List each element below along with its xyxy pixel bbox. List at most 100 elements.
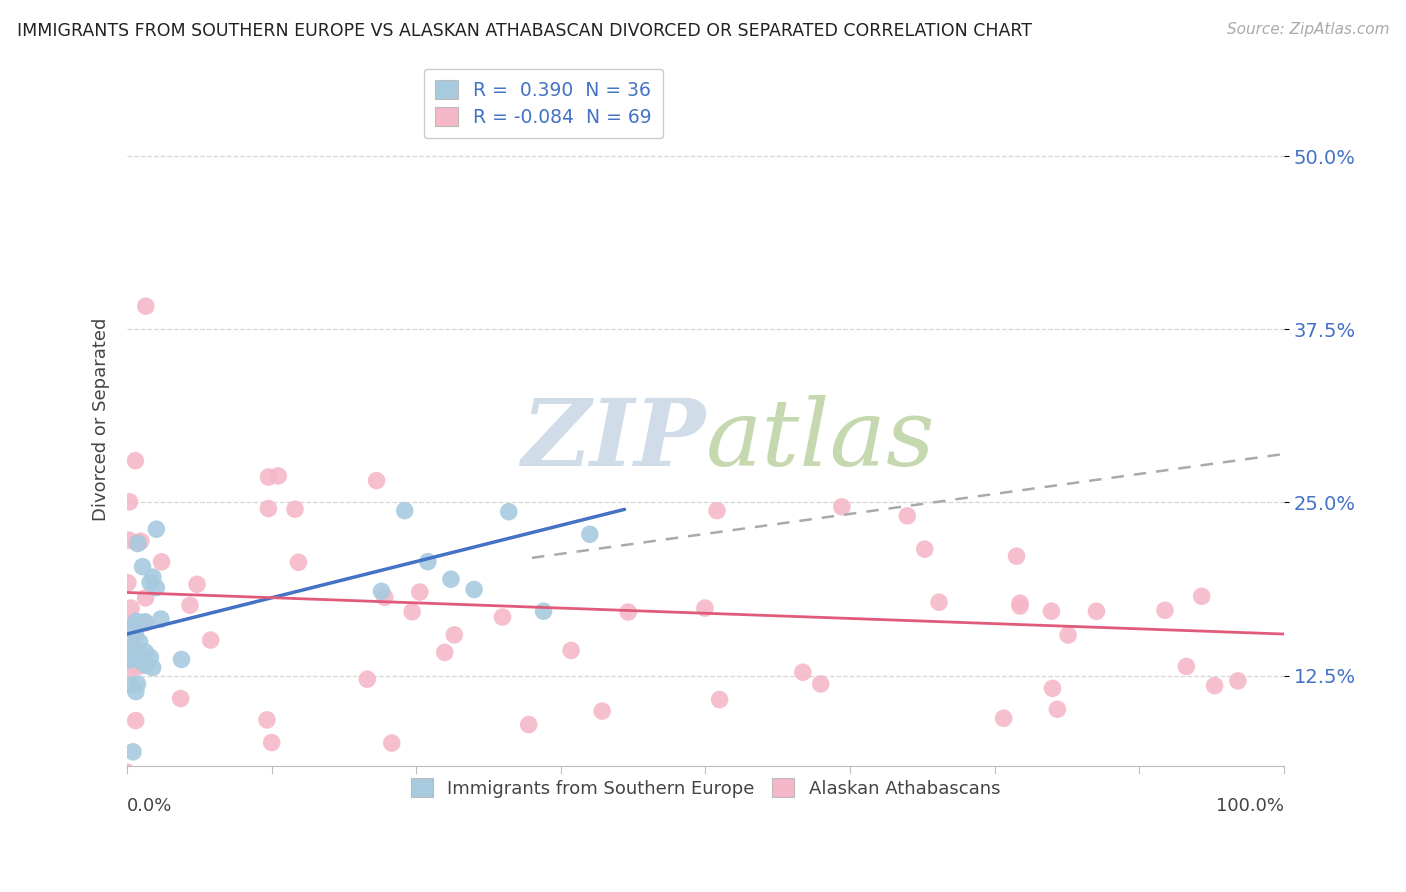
- Point: [706, 503, 728, 517]
- Point: [117, 575, 139, 590]
- Point: [117, 663, 139, 677]
- Point: [145, 522, 167, 536]
- Point: [560, 643, 582, 657]
- Point: [120, 650, 142, 665]
- Point: [131, 559, 153, 574]
- Point: [1040, 604, 1063, 618]
- Point: [831, 500, 853, 514]
- Text: Source: ZipAtlas.com: Source: ZipAtlas.com: [1226, 22, 1389, 37]
- Point: [125, 684, 148, 698]
- Point: [617, 605, 640, 619]
- Point: [139, 650, 162, 665]
- Point: [125, 651, 148, 665]
- Point: [709, 692, 731, 706]
- Point: [128, 635, 150, 649]
- Point: [533, 604, 555, 618]
- Point: [509, 786, 531, 800]
- Point: [120, 601, 142, 615]
- Point: [366, 474, 388, 488]
- Point: [1057, 628, 1080, 642]
- Text: atlas: atlas: [706, 395, 935, 485]
- Point: [121, 616, 143, 631]
- Point: [135, 591, 157, 605]
- Point: [139, 575, 162, 590]
- Point: [118, 495, 141, 509]
- Point: [1085, 604, 1108, 618]
- Point: [179, 598, 201, 612]
- Point: [170, 652, 193, 666]
- Y-axis label: Divorced or Separated: Divorced or Separated: [93, 318, 110, 521]
- Point: [118, 653, 141, 667]
- Point: [284, 502, 307, 516]
- Point: [134, 615, 156, 629]
- Point: [896, 508, 918, 523]
- Point: [135, 658, 157, 673]
- Point: [135, 299, 157, 313]
- Point: [914, 542, 936, 557]
- Point: [127, 659, 149, 673]
- Point: [142, 660, 165, 674]
- Point: [1271, 786, 1294, 800]
- Point: [124, 618, 146, 632]
- Point: [256, 713, 278, 727]
- Point: [127, 677, 149, 691]
- Point: [287, 555, 309, 569]
- Point: [693, 601, 716, 615]
- Point: [491, 610, 513, 624]
- Point: [1191, 589, 1213, 603]
- Point: [381, 736, 404, 750]
- Point: [186, 577, 208, 591]
- Point: [374, 591, 396, 605]
- Point: [517, 717, 540, 731]
- Text: 100.0%: 100.0%: [1216, 797, 1284, 814]
- Point: [498, 505, 520, 519]
- Legend: Immigrants from Southern Europe, Alaskan Athabascans: Immigrants from Southern Europe, Alaskan…: [401, 767, 1011, 808]
- Point: [1042, 681, 1064, 696]
- Point: [125, 614, 148, 628]
- Point: [131, 655, 153, 669]
- Point: [993, 711, 1015, 725]
- Point: [433, 645, 456, 659]
- Point: [120, 640, 142, 654]
- Point: [200, 633, 222, 648]
- Point: [1046, 702, 1069, 716]
- Point: [1008, 599, 1031, 613]
- Point: [124, 626, 146, 640]
- Text: IMMIGRANTS FROM SOUTHERN EUROPE VS ALASKAN ATHABASCAN DIVORCED OR SEPARATED CORR: IMMIGRANTS FROM SOUTHERN EUROPE VS ALASK…: [17, 22, 1032, 40]
- Point: [440, 572, 463, 586]
- Point: [122, 745, 145, 759]
- Point: [124, 631, 146, 645]
- Point: [463, 582, 485, 597]
- Point: [257, 501, 280, 516]
- Point: [125, 536, 148, 550]
- Point: [169, 691, 191, 706]
- Point: [120, 678, 142, 692]
- Point: [416, 555, 439, 569]
- Point: [356, 672, 378, 686]
- Point: [1204, 679, 1226, 693]
- Point: [134, 645, 156, 659]
- Text: 0.0%: 0.0%: [127, 797, 173, 814]
- Point: [1177, 786, 1199, 800]
- Point: [401, 605, 423, 619]
- Point: [145, 581, 167, 595]
- Point: [135, 615, 157, 630]
- Point: [394, 503, 416, 517]
- Point: [1008, 596, 1031, 610]
- Point: [591, 704, 613, 718]
- Text: ZIP: ZIP: [522, 395, 706, 485]
- Point: [124, 652, 146, 666]
- Point: [257, 470, 280, 484]
- Point: [124, 453, 146, 467]
- Point: [150, 555, 173, 569]
- Point: [683, 775, 706, 789]
- Point: [129, 534, 152, 549]
- Point: [409, 585, 432, 599]
- Point: [1005, 549, 1028, 563]
- Point: [267, 469, 290, 483]
- Point: [118, 533, 141, 548]
- Point: [443, 628, 465, 642]
- Point: [792, 665, 814, 680]
- Point: [127, 536, 149, 550]
- Point: [1154, 603, 1177, 617]
